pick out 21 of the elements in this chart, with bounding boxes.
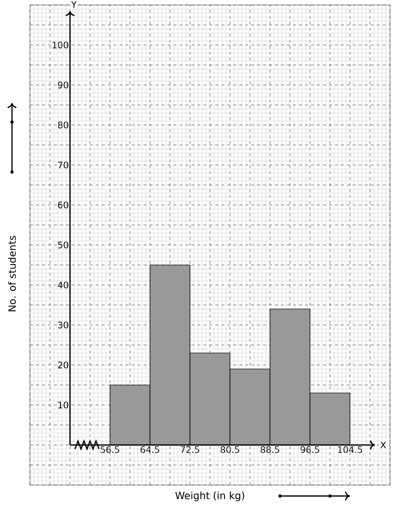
y-tick-label: 10: [58, 402, 68, 408]
y-tick-label: 20: [58, 362, 68, 368]
x-tick-label: 88.5: [260, 446, 280, 453]
y-tick-label: 60: [58, 202, 68, 208]
x-tick-label: 96.5: [300, 446, 320, 453]
x-tick-label: 64.5: [140, 446, 160, 453]
annotation: X: [380, 442, 386, 448]
y-axis-title: No. of students: [8, 236, 16, 312]
y-tick-label: 90: [58, 82, 68, 88]
x-tick-label: 104.5: [338, 446, 362, 453]
y-tick-label: 40: [58, 282, 68, 288]
x-tick-label: 80.5: [220, 446, 240, 453]
annotation: Y: [71, 1, 77, 8]
y-tick-label: 100: [52, 42, 68, 48]
x-tick-label: 56.5: [100, 446, 120, 453]
x-tick-label: 72.5: [180, 446, 200, 453]
y-tick-label: 30: [58, 322, 68, 328]
y-tick-label: 70: [58, 162, 68, 168]
y-tick-label: 50: [58, 242, 68, 248]
x-axis-title: Weight (in kg): [175, 492, 244, 502]
y-tick-label: 80: [58, 122, 68, 128]
